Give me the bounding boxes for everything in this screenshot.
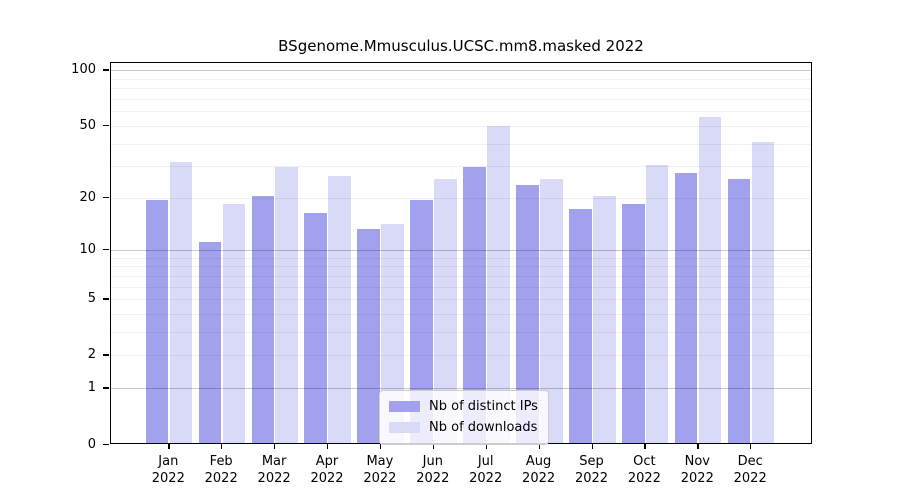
bar-distinct-ips-jul xyxy=(463,167,486,443)
x-tick-label-jul: Jul 2022 xyxy=(469,454,503,486)
bar-downloads-dec xyxy=(751,142,775,443)
y-tick-label-2: 2 xyxy=(87,347,96,363)
x-tick-label-sep: Sep 2022 xyxy=(574,454,609,486)
y-tick-mark-0 xyxy=(103,443,109,445)
bars-layer xyxy=(111,63,811,443)
gridline-1 xyxy=(111,388,811,390)
bar-downloads-jan xyxy=(169,162,193,443)
bar-downloads-nov xyxy=(698,116,722,443)
bar-downloads-jul xyxy=(487,125,510,443)
y-tick-mark-10 xyxy=(103,249,109,251)
bar-distinct-ips-may xyxy=(357,229,381,443)
x-tick-mark-jan xyxy=(168,444,170,449)
y-tick-mark-100 xyxy=(103,69,109,71)
gridlines-layer xyxy=(111,63,811,443)
y-tick-mark-50 xyxy=(103,124,109,127)
y-tick-mark-2 xyxy=(103,354,109,356)
gridline-10 xyxy=(111,250,811,252)
y-tick-mark-1 xyxy=(103,387,109,389)
x-tick-mark-dec xyxy=(750,444,752,449)
x-tick-mark-mar xyxy=(274,444,276,449)
bar-distinct-ips-apr xyxy=(304,213,328,443)
bar-downloads-may xyxy=(381,223,404,443)
bar-downloads-feb xyxy=(222,204,246,443)
y-tick-label-20: 20 xyxy=(79,189,96,205)
gridline-7 xyxy=(111,275,811,277)
x-tick-mark-feb xyxy=(221,444,223,449)
gridline-20 xyxy=(111,197,811,199)
bar-downloads-aug xyxy=(539,178,563,443)
y-tick-mark-5 xyxy=(103,298,109,300)
gridline-80 xyxy=(111,88,811,90)
y-tick-label-50: 50 xyxy=(79,117,96,133)
x-tick-mark-apr xyxy=(327,444,329,449)
bar-distinct-ips-jun xyxy=(410,200,433,443)
y-tick-label-1: 1 xyxy=(87,380,96,396)
gridline-2 xyxy=(111,355,811,357)
bar-distinct-ips-feb xyxy=(198,241,222,443)
y-tick-label-10: 10 xyxy=(79,242,96,258)
gridline-8 xyxy=(111,266,811,268)
legend-row-distinct-ips: Nb of distinct IPs xyxy=(389,396,539,417)
x-tick-mark-may xyxy=(379,444,382,449)
x-tick-label-jun: Jun 2022 xyxy=(416,454,450,486)
x-tick-label-mar: Mar 2022 xyxy=(257,454,291,486)
plot-area: Nb of distinct IPs Nb of downloads xyxy=(110,62,812,445)
bar-distinct-ips-jan xyxy=(145,200,169,443)
x-tick-label-apr: Apr 2022 xyxy=(310,454,344,486)
x-tick-label-may: May 2022 xyxy=(363,454,397,486)
gridline-70 xyxy=(111,99,811,101)
x-tick-mark-oct xyxy=(644,444,646,449)
gridline-60 xyxy=(111,111,811,113)
bar-distinct-ips-nov xyxy=(674,172,698,443)
bar-downloads-sep xyxy=(592,196,616,443)
gridline-3 xyxy=(111,332,811,334)
y-tick-label-5: 5 xyxy=(87,291,96,307)
x-tick-mark-nov xyxy=(697,444,699,449)
legend-swatch-distinct-ips xyxy=(389,401,420,412)
gridline-5 xyxy=(111,299,811,301)
bar-downloads-oct xyxy=(645,164,669,443)
y-tick-mark-20 xyxy=(103,196,109,199)
x-tick-label-oct: Oct 2022 xyxy=(627,454,661,486)
bar-downloads-mar xyxy=(275,167,299,443)
x-tick-mark-jun xyxy=(432,444,435,449)
x-tick-mark-sep xyxy=(591,444,593,449)
x-tick-label-dec: Dec 2022 xyxy=(733,454,767,486)
x-tick-label-aug: Aug 2022 xyxy=(522,454,556,486)
legend-row-downloads: Nb of downloads xyxy=(389,417,539,438)
bar-distinct-ips-dec xyxy=(727,178,751,443)
gridline-100 xyxy=(111,70,811,72)
bar-downloads-jun xyxy=(434,178,457,443)
legend: Nb of distinct IPs Nb of downloads xyxy=(379,390,549,445)
x-tick-mark-aug xyxy=(538,444,540,449)
y-tick-label-0: 0 xyxy=(87,436,96,452)
bar-downloads-apr xyxy=(328,175,352,443)
gridline-30 xyxy=(111,166,811,168)
gridline-50 xyxy=(111,125,811,127)
legend-label-distinct-ips: Nb of distinct IPs xyxy=(429,399,538,414)
bar-distinct-ips-sep xyxy=(568,208,592,443)
gridline-40 xyxy=(111,143,811,145)
bar-distinct-ips-mar xyxy=(251,196,275,443)
gridline-6 xyxy=(111,286,811,288)
y-tick-label-100: 100 xyxy=(71,62,96,78)
gridline-4 xyxy=(111,314,811,316)
legend-label-downloads: Nb of downloads xyxy=(429,420,538,435)
bar-distinct-ips-oct xyxy=(621,204,645,443)
chart-title: BSgenome.Mmusculus.UCSC.mm8.masked 2022 xyxy=(278,37,644,55)
bar-distinct-ips-aug xyxy=(516,185,539,443)
x-tick-label-feb: Feb 2022 xyxy=(204,454,238,486)
x-tick-mark-jul xyxy=(485,444,487,449)
gridline-9 xyxy=(111,257,811,259)
legend-swatch-downloads xyxy=(389,422,420,433)
x-tick-label-jan: Jan 2022 xyxy=(151,454,185,486)
x-tick-label-nov: Nov 2022 xyxy=(680,454,714,486)
gridline-90 xyxy=(111,78,811,80)
